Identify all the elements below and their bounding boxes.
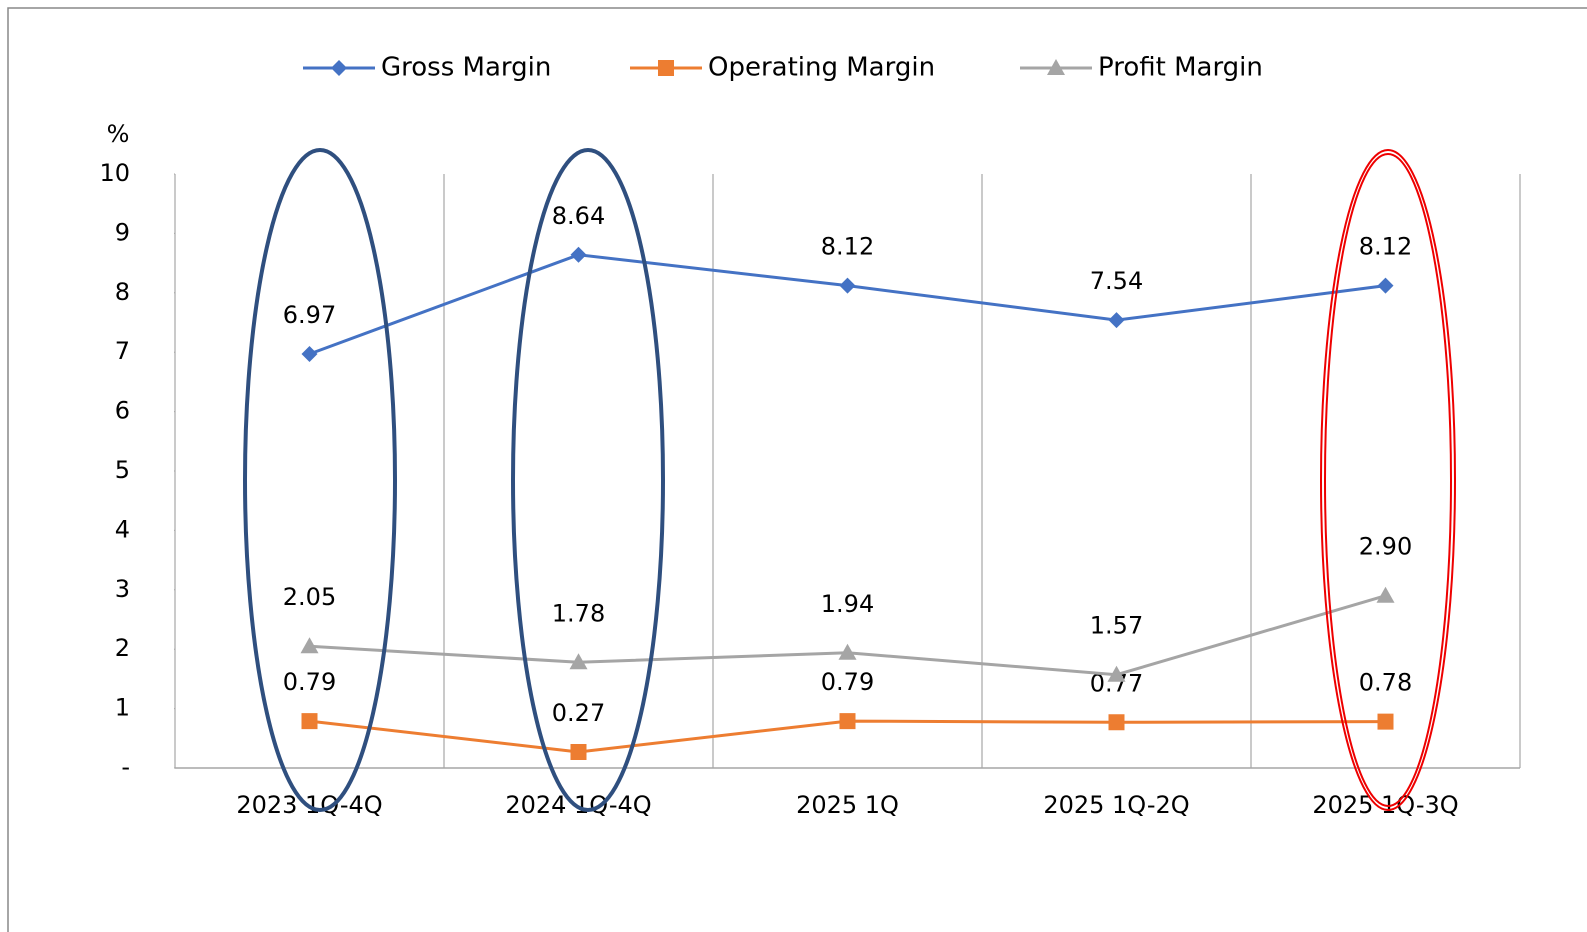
y-tick-label: 5 [115,456,130,484]
marker [1377,713,1394,730]
marker [1376,586,1395,603]
y-axis-label: % [107,120,130,148]
marker [570,743,587,760]
x-tick-label: 2025 1Q-2Q [1043,791,1189,819]
annotations [243,148,1456,812]
data-label: 2.05 [283,583,336,611]
marker [1047,59,1065,75]
legend-label: Profit Margin [1098,53,1263,83]
x-tick-label: 2024 1Q-4Q [505,791,651,819]
y-tick-label: 4 [115,515,130,543]
marker [301,713,318,730]
y-tick-label: 6 [115,397,130,425]
marker [1107,665,1126,682]
data-label: 8.12 [1359,233,1412,261]
marker [838,643,857,660]
marker [1108,312,1125,329]
data-label: 1.94 [821,590,874,618]
marker [301,345,318,362]
marker [300,637,319,654]
data-label: 1.78 [552,599,605,627]
frame [7,7,1587,932]
marker [839,277,856,294]
marker [839,713,856,730]
legend-label: Operating Margin [708,53,935,83]
marker [331,60,347,76]
marker [569,653,588,670]
marker [658,60,674,76]
series-line [308,253,1386,356]
data-label: 1.57 [1090,612,1143,640]
highlight-ellipse [511,148,665,812]
data-label: 0.79 [821,668,874,696]
marker [570,246,587,263]
highlight-ellipse [1324,153,1452,807]
y-tick-label: 9 [115,218,130,246]
data-label: 8.64 [552,202,605,230]
y-tick-label: 8 [115,278,130,306]
data-label: 7.54 [1090,267,1143,295]
legend-label: Gross Margin [381,53,551,83]
y-tick-label: 7 [115,337,130,365]
highlight-ellipse [243,148,397,812]
data-label: 2.90 [1359,533,1412,561]
y-tick-label: 10 [99,159,130,187]
data-label: 8.12 [821,233,874,261]
data-label: 0.79 [283,668,336,696]
data-label: 6.97 [283,301,336,329]
data-label: 0.78 [1359,669,1412,697]
y-tick-label: 2 [115,634,130,662]
marker [1377,277,1394,294]
highlight-ellipse [1320,149,1456,811]
y-tick-label: 1 [115,694,130,722]
marker [1108,714,1125,731]
data-label: 0.27 [552,699,605,727]
y-tick-label: - [121,753,130,781]
x-tick-label: 2025 1Q [796,791,899,819]
y-tick-label: 3 [115,575,130,603]
